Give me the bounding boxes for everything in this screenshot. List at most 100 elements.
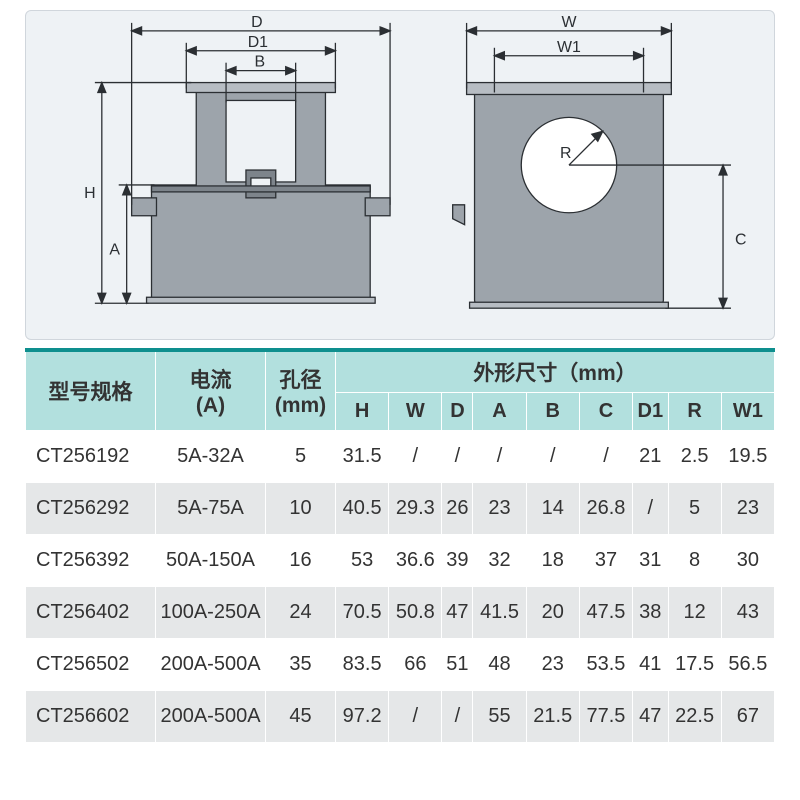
front-view: D D1 B: [84, 14, 390, 303]
cell-W: 36.6: [389, 534, 442, 586]
cell-D: /: [442, 690, 473, 742]
dimension-diagram: D D1 B: [25, 10, 775, 340]
cell-model: CT256402: [26, 586, 156, 638]
dim-label-D: D: [251, 14, 262, 31]
cell-model: CT256602: [26, 690, 156, 742]
dim-label-C: C: [735, 232, 746, 249]
cell-aperture: 45: [266, 690, 336, 742]
cell-model: CT256292: [26, 482, 156, 534]
cell-current: 5A-75A: [156, 482, 266, 534]
cell-current: 200A-500A: [156, 690, 266, 742]
col-header-C: C: [579, 392, 632, 430]
cell-H: 31.5: [336, 430, 389, 482]
cell-B: /: [526, 430, 579, 482]
dim-label-W1: W1: [557, 39, 581, 56]
cell-H: 97.2: [336, 690, 389, 742]
cell-B: 20: [526, 586, 579, 638]
table-row: CT2561925A-32A531.5/////212.519.5: [26, 430, 775, 482]
cell-D: 39: [442, 534, 473, 586]
cell-C: /: [579, 430, 632, 482]
cell-R: 5: [668, 482, 721, 534]
cell-A: 23: [473, 482, 526, 534]
cell-W1: 43: [721, 586, 774, 638]
spec-table: 型号规格 电流 (A) 孔径 (mm) 外形尺寸（mm） HWDABCD1RW1…: [25, 348, 775, 743]
table-row: CT256502200A-500A3583.56651482353.54117.…: [26, 638, 775, 690]
col-header-dimensions: 外形尺寸（mm）: [336, 350, 775, 392]
cell-R: 12: [668, 586, 721, 638]
table-row: CT256402100A-250A2470.550.84741.52047.53…: [26, 586, 775, 638]
col-header-B: B: [526, 392, 579, 430]
cell-model: CT256192: [26, 430, 156, 482]
spec-table-body: CT2561925A-32A531.5/////212.519.5CT25629…: [26, 430, 775, 742]
dim-label-A: A: [109, 242, 120, 259]
cell-D: /: [442, 430, 473, 482]
col-header-W: W: [389, 392, 442, 430]
cell-W: 66: [389, 638, 442, 690]
cell-D1: 41: [633, 638, 668, 690]
col-header-current: 电流 (A): [156, 350, 266, 430]
col-header-aperture: 孔径 (mm): [266, 350, 336, 430]
cell-D1: /: [633, 482, 668, 534]
cell-current: 100A-250A: [156, 586, 266, 638]
cell-W1: 19.5: [721, 430, 774, 482]
cell-C: 37: [579, 534, 632, 586]
cell-current: 5A-32A: [156, 430, 266, 482]
col-header-model: 型号规格: [26, 350, 156, 430]
cell-D: 51: [442, 638, 473, 690]
cell-W1: 67: [721, 690, 774, 742]
cell-B: 14: [526, 482, 579, 534]
col-header-W1: W1: [721, 392, 774, 430]
cell-A: 32: [473, 534, 526, 586]
cell-R: 22.5: [668, 690, 721, 742]
cell-B: 18: [526, 534, 579, 586]
cell-R: 2.5: [668, 430, 721, 482]
cell-C: 77.5: [579, 690, 632, 742]
cell-aperture: 35: [266, 638, 336, 690]
cell-H: 53: [336, 534, 389, 586]
spec-table-head: 型号规格 电流 (A) 孔径 (mm) 外形尺寸（mm） HWDABCD1RW1: [26, 350, 775, 430]
col-header-D: D: [442, 392, 473, 430]
cell-model: CT256502: [26, 638, 156, 690]
cell-A: /: [473, 430, 526, 482]
cell-W: 50.8: [389, 586, 442, 638]
cell-D: 47: [442, 586, 473, 638]
diagram-svg: D D1 B: [26, 11, 774, 339]
cell-C: 53.5: [579, 638, 632, 690]
col-header-A: A: [473, 392, 526, 430]
cell-C: 26.8: [579, 482, 632, 534]
cell-W: /: [389, 430, 442, 482]
dim-label-W: W: [561, 14, 576, 31]
table-row: CT256602200A-500A4597.2//5521.577.54722.…: [26, 690, 775, 742]
cell-D1: 38: [633, 586, 668, 638]
cell-D: 26: [442, 482, 473, 534]
col-header-R: R: [668, 392, 721, 430]
cell-current: 50A-150A: [156, 534, 266, 586]
dim-label-D1: D1: [248, 34, 268, 51]
cell-B: 23: [526, 638, 579, 690]
cell-model: CT256392: [26, 534, 156, 586]
side-view: W W1 R: [453, 14, 747, 308]
cell-W1: 56.5: [721, 638, 774, 690]
product-spec-sheet: D D1 B: [0, 0, 800, 800]
dim-label-H: H: [84, 185, 95, 202]
cell-aperture: 5: [266, 430, 336, 482]
cell-current: 200A-500A: [156, 638, 266, 690]
cell-D1: 21: [633, 430, 668, 482]
dim-label-R: R: [560, 145, 571, 162]
cell-H: 83.5: [336, 638, 389, 690]
cell-D1: 31: [633, 534, 668, 586]
cell-A: 41.5: [473, 586, 526, 638]
table-row: CT25639250A-150A165336.63932183731830: [26, 534, 775, 586]
cell-H: 40.5: [336, 482, 389, 534]
table-row: CT2562925A-75A1040.529.326231426.8/523: [26, 482, 775, 534]
col-header-D1: D1: [633, 392, 668, 430]
cell-H: 70.5: [336, 586, 389, 638]
cell-R: 8: [668, 534, 721, 586]
col-header-H: H: [336, 392, 389, 430]
cell-B: 21.5: [526, 690, 579, 742]
cell-A: 48: [473, 638, 526, 690]
cell-aperture: 16: [266, 534, 336, 586]
cell-R: 17.5: [668, 638, 721, 690]
cell-W1: 23: [721, 482, 774, 534]
cell-aperture: 10: [266, 482, 336, 534]
